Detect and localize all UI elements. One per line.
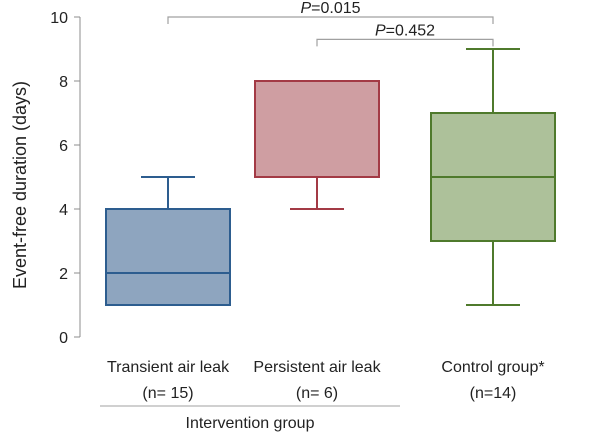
significance-bracket-2: P=0.452 — [316, 22, 494, 47]
p-symbol: P — [375, 22, 386, 39]
category-count-3: (n=14) — [470, 385, 517, 402]
y-axis-title: Event-free duration (days) — [10, 81, 30, 289]
group-label: Intervention group — [186, 415, 315, 432]
bracket-line — [316, 38, 494, 47]
category-label-3: Control group* — [441, 359, 544, 376]
iqr-box — [254, 80, 380, 178]
category-label-1: Transient air leak — [107, 359, 230, 376]
significance-bracket-1: P=0.015 — [167, 0, 494, 24]
bracket-line — [167, 16, 494, 24]
box-1 — [105, 176, 231, 306]
iqr-box — [105, 208, 231, 306]
axis-layer: 0 2 4 6 8 10 Event-free duration (days) Transie… — [10, 10, 545, 402]
category-count-1: (n= 15) — [142, 385, 193, 402]
p-value-label: P=0.015 — [300, 0, 360, 17]
y-tick-label-10: 10 — [50, 10, 68, 27]
y-tick-label-4: 4 — [59, 202, 68, 219]
y-tick-label-6: 6 — [59, 138, 68, 155]
category-label-2: Persistent air leak — [253, 359, 381, 376]
y-tick-label-2: 2 — [59, 266, 68, 283]
box-layer — [105, 48, 556, 306]
y-tick-label-0: 0 — [59, 330, 68, 347]
p-value-label: P=0.452 — [375, 22, 435, 39]
p-symbol: P — [300, 0, 311, 17]
box-2 — [254, 80, 380, 210]
y-tick-label-8: 8 — [59, 74, 68, 91]
category-count-2: (n= 6) — [296, 385, 338, 402]
p-value: =0.015 — [311, 0, 360, 17]
box-3 — [430, 48, 556, 306]
p-value: =0.452 — [386, 22, 435, 39]
